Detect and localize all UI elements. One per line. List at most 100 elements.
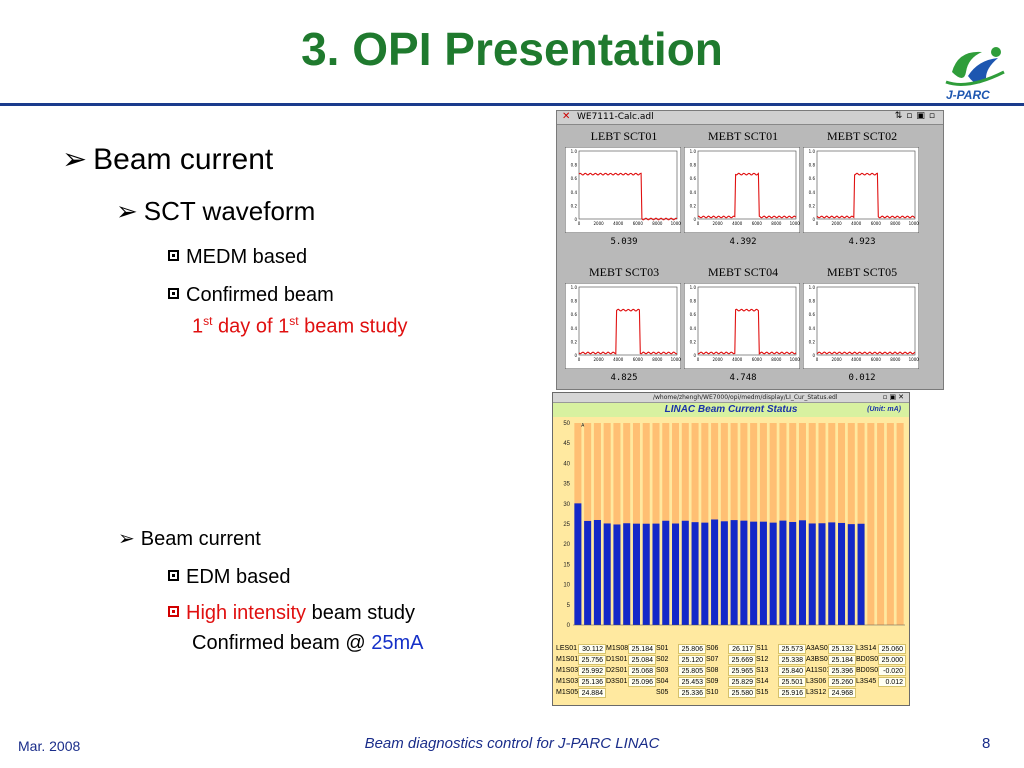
bar [847,524,855,625]
bar-background [877,423,885,625]
medm-titlebar[interactable]: ✕ WE7111-Calc.adl ⇅▫▣▫ [557,111,943,125]
bullet-text: MEDM based [186,246,308,268]
station-name: M1S03A [556,667,582,674]
bar-background [867,423,875,625]
bar [711,519,719,625]
plot-frame [684,147,800,233]
current-value: 25.829 [728,677,756,687]
edm-header [553,403,909,417]
current-value: 24.884 [578,688,606,698]
x-tick-label: 6000 [633,357,644,362]
station-name: S13 [756,667,769,674]
x-tick-label: 8000 [771,221,782,226]
y-tick-label: 0.4 [690,326,697,331]
footer-title: Beam diagnostics control for J-PARC LINA… [364,735,660,752]
plot-title: MEBT SCT04 [707,265,779,279]
bar [662,520,670,625]
station-name: S07 [706,656,719,663]
square-bullet-icon [168,570,179,581]
plot-frame [803,283,919,369]
x-tick-label: 6000 [752,221,763,226]
bar [691,522,699,625]
y-tick-label: 0.6 [571,176,578,181]
x-tick-label: 8000 [652,357,663,362]
bar-background [847,423,855,625]
plot-title: LEBT SCT01 [590,129,658,143]
y-tick-label: 0.2 [809,203,816,208]
station-name: L3S06 [806,678,827,685]
x-tick-label: 6000 [871,221,882,226]
y-tick-label: 25 [563,522,570,528]
plot-title: MEBT SCT02 [826,129,898,143]
current-value: 25.060 [878,644,906,654]
y-tick-label: 1.0 [809,149,816,154]
y-tick-label: 0.2 [571,339,578,344]
y-tick-label: 0 [567,623,571,629]
arrow-bullet-icon: ➢ [62,143,88,176]
window-controls[interactable]: ⇅▫▣▫ [894,111,939,121]
y-tick-label: 1.0 [571,149,578,154]
bar-background [613,423,621,625]
window-controls[interactable]: ▫▣✕ [882,393,906,401]
table-row: M1S01 25.756 D1S01 25.084 S02 25.120 S07 25.669… [556,655,908,666]
plot-axes [578,150,678,220]
bullet-beam-current-2: ➢ Beam current [118,526,261,551]
waveform-line [578,172,678,221]
bar [681,520,689,625]
plot-value: 4.825 [610,373,638,383]
bar [672,523,680,625]
station-name: D1S01 [606,656,628,663]
plot-axes [578,286,678,356]
bar [623,523,631,625]
plot-title: MEBT SCT03 [588,265,660,279]
edm-unit-label: (Unit: mA) [867,406,901,413]
plot-title: MEBT SCT05 [826,265,898,279]
x-tick-label: 4000 [851,357,862,362]
bar [642,523,650,625]
text-1: 1 [192,315,204,338]
current-value: 25.068 [628,666,656,676]
y-tick-label: 45 [563,441,570,447]
current-value: 25.453 [678,677,706,687]
current-value: 26.117 [728,644,756,654]
page-number: 8 [982,735,991,752]
x-tick-label: 6000 [871,357,882,362]
x-tick-label: 4000 [732,357,743,362]
x-tick-label: 8000 [771,357,782,362]
x-tick-label: 0 [816,357,819,362]
current-value: 25.916 [778,688,806,698]
medm-window: ✕ WE7111-Calc.adl ⇅▫▣▫ LEBT SCT01 1.0 0.8 0… [556,110,944,390]
y-tick-label: 0.8 [809,163,816,168]
bar [808,523,816,625]
station-name: M1S05 [556,689,579,696]
text-beam-study: beam study [298,315,408,338]
current-value: 25.184 [628,644,656,654]
y-tick-label: 0.6 [809,176,816,181]
waveform-line [816,351,916,355]
bullet-medm-based: MEDM based [168,246,307,269]
bar [818,523,826,625]
station-name: S02 [656,656,669,663]
plot-value: 4.923 [848,237,876,247]
bullet-confirmed-beam: Confirmed beam [168,284,334,307]
x-tick-label: 0 [578,221,581,226]
bar [759,521,767,625]
y-tick-label: 0 [574,217,577,222]
plot-value: 5.039 [610,237,638,247]
y-tick-label: 0.4 [571,326,578,331]
station-name: M1S01 [556,656,579,663]
close-icon[interactable]: ✕ [562,111,571,122]
edm-titlebar[interactable]: /whome/zhengh/WE7000/opi/medm/display/LI… [553,393,909,403]
y-tick-label: 0.8 [690,163,697,168]
bar [828,522,836,625]
bullet-first-day: 1st day of 1st beam study [192,314,407,339]
bullet-text: Beam current [140,528,261,550]
edm-title: LINAC Beam Current Status [664,404,798,415]
y-tick-label: 0.8 [571,299,578,304]
